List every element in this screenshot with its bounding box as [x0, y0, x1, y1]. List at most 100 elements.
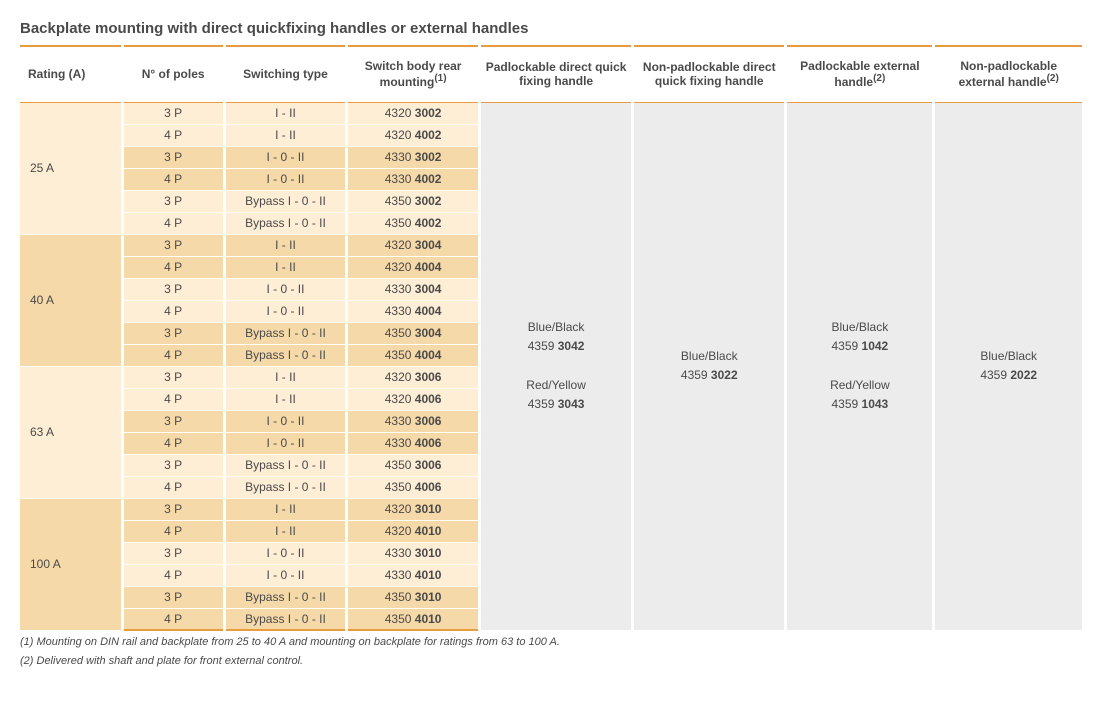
switching-cell: Bypass I - 0 - II [224, 212, 347, 234]
col-body-sup: (1) [434, 73, 446, 84]
handle-cell-h2: Blue/Black 4359 3022 [633, 102, 786, 630]
switching-cell: Bypass I - 0 - II [224, 190, 347, 212]
poles-cell: 4 P [122, 344, 224, 366]
col-rating: Rating (A) [20, 46, 122, 102]
switch-body-cell: 4330 3010 [347, 542, 480, 564]
switch-body-cell: 4350 4010 [347, 608, 480, 630]
handle-part: 4359 3043 [528, 397, 585, 411]
poles-cell: 4 P [122, 300, 224, 322]
footnote-1: (1) Mounting on DIN rail and backplate f… [20, 635, 1082, 650]
col-h4-sup: (2) [1047, 73, 1059, 84]
switch-body-cell: 4350 4004 [347, 344, 480, 366]
switch-body-cell: 4330 3002 [347, 146, 480, 168]
handle-label: Red/Yellow [526, 378, 586, 392]
switch-body-cell: 4350 4006 [347, 476, 480, 498]
col-h3: Padlockable external handle(2) [786, 46, 934, 102]
switching-cell: Bypass I - 0 - II [224, 344, 347, 366]
switch-body-cell: 4320 3010 [347, 498, 480, 520]
rating-cell: 25 A [20, 102, 122, 234]
poles-cell: 4 P [122, 168, 224, 190]
switch-body-cell: 4320 3002 [347, 102, 480, 124]
footnote-2: (2) Delivered with shaft and plate for f… [20, 654, 1082, 669]
poles-cell: 4 P [122, 564, 224, 586]
col-h4: Non-padlockable external handle(2) [934, 46, 1082, 102]
handle-label: Blue/Black [832, 320, 889, 334]
switching-cell: I - II [224, 124, 347, 146]
handle-part: 4359 1043 [832, 397, 889, 411]
poles-cell: 3 P [122, 586, 224, 608]
poles-cell: 3 P [122, 146, 224, 168]
switching-cell: I - 0 - II [224, 278, 347, 300]
rating-cell: 100 A [20, 498, 122, 630]
switch-body-cell: 4320 3006 [347, 366, 480, 388]
switch-body-cell: 4350 3006 [347, 454, 480, 476]
poles-cell: 4 P [122, 124, 224, 146]
switching-cell: Bypass I - 0 - II [224, 322, 347, 344]
poles-cell: 3 P [122, 366, 224, 388]
switch-body-cell: 4350 4002 [347, 212, 480, 234]
switch-body-cell: 4320 4006 [347, 388, 480, 410]
handle-part: 4359 3022 [681, 368, 738, 382]
rating-cell: 63 A [20, 366, 122, 498]
poles-cell: 4 P [122, 256, 224, 278]
switch-body-cell: 4320 4004 [347, 256, 480, 278]
switch-body-cell: 4330 3004 [347, 278, 480, 300]
col-h3-label: Padlockable external handle [800, 59, 919, 89]
handle-label: Blue/Black [681, 349, 738, 363]
switching-cell: I - II [224, 256, 347, 278]
switching-cell: Bypass I - 0 - II [224, 608, 347, 630]
switching-cell: Bypass I - 0 - II [224, 586, 347, 608]
rating-cell: 40 A [20, 234, 122, 366]
switch-body-cell: 4330 4006 [347, 432, 480, 454]
handle-label: Red/Yellow [830, 378, 890, 392]
col-h2: Non-padlockable direct quick fixing hand… [633, 46, 786, 102]
col-h4-label: Non-padlockable external handle [959, 59, 1057, 89]
col-switching: Switching type [224, 46, 347, 102]
col-body: Switch body rear mounting(1) [347, 46, 480, 102]
col-poles: N° of poles [122, 46, 224, 102]
table-row: 25 A3 PI - II4320 3002Blue/Black4359 304… [20, 102, 1082, 124]
poles-cell: 3 P [122, 190, 224, 212]
switching-cell: I - 0 - II [224, 542, 347, 564]
handle-part: 4359 3042 [528, 339, 585, 353]
switch-body-cell: 4320 4010 [347, 520, 480, 542]
poles-cell: 3 P [122, 322, 224, 344]
poles-cell: 3 P [122, 278, 224, 300]
poles-cell: 3 P [122, 234, 224, 256]
switching-cell: I - 0 - II [224, 146, 347, 168]
switching-cell: I - 0 - II [224, 410, 347, 432]
col-h1: Padlockable direct quick fixing handle [480, 46, 633, 102]
poles-cell: 4 P [122, 388, 224, 410]
switch-body-cell: 4330 3006 [347, 410, 480, 432]
switch-body-cell: 4330 4010 [347, 564, 480, 586]
poles-cell: 4 P [122, 212, 224, 234]
switch-body-cell: 4350 3010 [347, 586, 480, 608]
poles-cell: 4 P [122, 608, 224, 630]
switching-cell: I - II [224, 498, 347, 520]
poles-cell: 3 P [122, 410, 224, 432]
handle-part: 4359 2022 [980, 368, 1037, 382]
switching-cell: I - 0 - II [224, 564, 347, 586]
poles-cell: 3 P [122, 454, 224, 476]
switching-cell: I - 0 - II [224, 432, 347, 454]
switching-cell: I - II [224, 520, 347, 542]
col-body-label: Switch body rear mounting [365, 59, 462, 89]
col-h3-sup: (2) [873, 73, 885, 84]
switching-cell: I - II [224, 388, 347, 410]
handle-cell-h4: Blue/Black 4359 2022 [934, 102, 1082, 630]
handle-cell-h3: Blue/Black 4359 1042 Red/Yellow 4359 1043 [786, 102, 934, 630]
poles-cell: 4 P [122, 432, 224, 454]
header-row: Rating (A) N° of poles Switching type Sw… [20, 46, 1082, 102]
switch-body-cell: 4320 4002 [347, 124, 480, 146]
switch-body-cell: 4330 4004 [347, 300, 480, 322]
switch-body-cell: 4350 3002 [347, 190, 480, 212]
switching-cell: I - II [224, 234, 347, 256]
product-table: Rating (A) N° of poles Switching type Sw… [20, 45, 1082, 631]
switch-body-cell: 4320 3004 [347, 234, 480, 256]
handle-cell-h1: Blue/Black4359 3042Red/Yellow4359 3043 [480, 102, 633, 630]
handle-part: 4359 1042 [832, 339, 889, 353]
handle-label: Blue/Black [980, 349, 1037, 363]
poles-cell: 4 P [122, 476, 224, 498]
poles-cell: 4 P [122, 520, 224, 542]
switching-cell: I - 0 - II [224, 168, 347, 190]
